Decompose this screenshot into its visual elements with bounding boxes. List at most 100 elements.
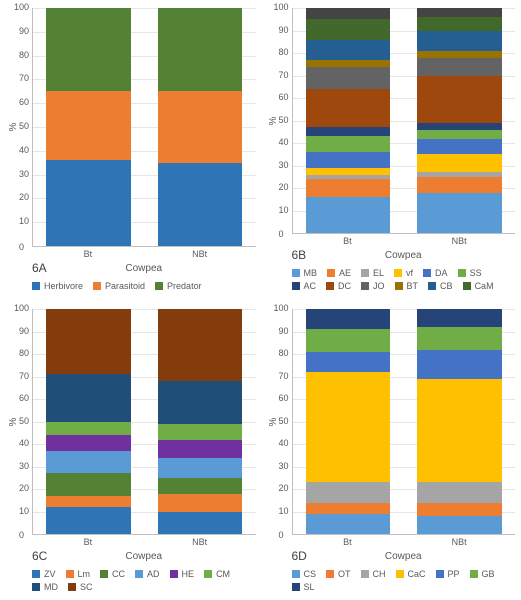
y-tick: 50 (11, 416, 29, 426)
bars-container (33, 8, 256, 246)
y-tick: 40 (11, 145, 29, 155)
legend-label: OT (338, 569, 351, 579)
y-tick: 100 (11, 2, 29, 12)
legend-swatch (32, 583, 40, 591)
segment (417, 130, 502, 139)
legend-item: vf (394, 268, 413, 278)
legend-label: CC (112, 569, 125, 579)
legend-swatch (428, 282, 436, 290)
legend-swatch (458, 269, 466, 277)
bars-container (293, 309, 516, 534)
y-tick: 40 (271, 137, 289, 147)
segment (417, 58, 502, 76)
segment (306, 197, 391, 233)
legend: ZV Lm CC AD HE CM MD SC (32, 569, 256, 592)
x-tick: NBt (157, 537, 242, 547)
legend-item: SC (68, 582, 93, 592)
legend-swatch (68, 583, 76, 591)
axis-row: 6CCowpea (32, 549, 256, 563)
segment (46, 422, 131, 436)
legend-item: DC (326, 281, 351, 291)
y-tick: 40 (11, 438, 29, 448)
segment (158, 8, 243, 91)
legend-label: AC (304, 281, 317, 291)
segment (306, 60, 391, 67)
x-labels: BtNBt (292, 537, 516, 547)
plot-area: %1020304050607080901000 (292, 309, 516, 535)
segment (306, 179, 391, 197)
legend-label: AD (147, 569, 160, 579)
segment (417, 51, 502, 58)
segment (417, 516, 502, 534)
segment (417, 177, 502, 193)
legend: CSOTCHCaCPPGBSL (292, 569, 516, 592)
legend-item: CH (361, 569, 386, 579)
legend-label: CM (216, 569, 230, 579)
segment (306, 503, 391, 514)
legend-swatch (436, 570, 444, 578)
segment (158, 458, 243, 478)
segment (417, 350, 502, 379)
x-tick: NBt (157, 249, 242, 259)
segment (417, 17, 502, 31)
legend-item: MB (292, 268, 318, 278)
segment (417, 327, 502, 350)
legend-item: MD (32, 582, 58, 592)
legend-item: CaC (396, 569, 426, 579)
y-tick: 30 (11, 461, 29, 471)
legend-label: HE (182, 569, 195, 579)
legend-label: MD (44, 582, 58, 592)
legend: HerbivoreParasitoidPredator (32, 281, 256, 291)
segment (306, 152, 391, 168)
legend-label: Lm (78, 569, 91, 579)
legend: MBAEELvfDASSACDCJOBTCBCaM (292, 268, 516, 291)
segment (306, 89, 391, 127)
legend-item: HE (170, 569, 195, 579)
legend-item: AE (327, 268, 351, 278)
legend-swatch (396, 570, 404, 578)
segment (306, 352, 391, 372)
y-tick: 60 (271, 92, 289, 102)
legend-item: OT (326, 569, 351, 579)
legend-item: CaM (463, 281, 494, 291)
segment (417, 482, 502, 502)
y-tick: 90 (11, 326, 29, 336)
y-tick: 30 (11, 169, 29, 179)
segment (158, 309, 243, 381)
y-tick: 90 (11, 26, 29, 36)
legend-item: AC (292, 281, 317, 291)
legend-item: JO (361, 281, 385, 291)
y-tick: 70 (271, 70, 289, 80)
x-tick: Bt (45, 249, 130, 259)
x-tick: NBt (417, 236, 502, 246)
x-axis-title: Cowpea (32, 551, 256, 562)
x-tick: Bt (305, 537, 390, 547)
legend-swatch (423, 269, 431, 277)
legend-label: Predator (167, 281, 202, 291)
y-tick: 70 (11, 371, 29, 381)
legend-label: DA (435, 268, 448, 278)
y-tick: 60 (11, 393, 29, 403)
bars-container (293, 8, 516, 233)
bar-NBt (417, 309, 502, 534)
y-tick: 0 (279, 229, 284, 239)
legend-item: AD (135, 569, 160, 579)
y-tick: 20 (271, 182, 289, 192)
legend-swatch (155, 282, 163, 290)
bar-Bt (306, 309, 391, 534)
legend-item: SS (458, 268, 482, 278)
x-labels: BtNBt (32, 537, 256, 547)
y-tick: 100 (271, 2, 289, 12)
legend-swatch (93, 282, 101, 290)
segment (306, 8, 391, 19)
legend-label: ZV (44, 569, 56, 579)
segment (158, 424, 243, 440)
segment (306, 136, 391, 152)
y-tick: 10 (271, 506, 289, 516)
legend-label: PP (448, 569, 460, 579)
bar-Bt (46, 309, 131, 534)
legend-item: Lm (66, 569, 91, 579)
segment (158, 512, 243, 535)
y-tick: 70 (271, 371, 289, 381)
axis-row: 6BCowpea (292, 248, 516, 262)
